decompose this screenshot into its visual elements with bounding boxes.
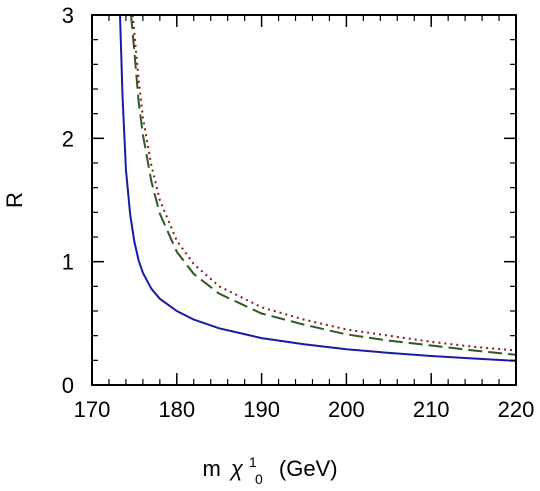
x-axis-label-main: m [202,456,220,481]
curves-group [119,15,516,362]
y-tick-label: 3 [62,3,74,28]
y-tick-label: 0 [62,373,74,398]
x-axis-label-sup: 1 [249,454,257,470]
x-axis-label-symbol: χ [229,456,244,481]
plot-frame [91,14,517,386]
series-line-solid [119,15,516,362]
x-axis-label: m χ 1 0 (GeV) [202,447,337,489]
y-tick-label: 2 [62,126,74,151]
x-axis-label-sub: 0 [255,471,263,487]
x-tick-label: 200 [328,397,365,422]
x-tick-label: 190 [243,397,280,422]
x-tick-label: 180 [158,397,195,422]
x-tick-label: 220 [498,397,535,422]
x-axis-label-unit: (GeV) [279,456,338,481]
series-line-dotted [131,15,516,352]
y-tick-label: 1 [62,250,74,275]
x-tick-label: 210 [413,397,450,422]
y-axis-label: R [2,192,27,208]
series-line-dashed [130,15,516,356]
x-tick-label: 170 [74,397,111,422]
ticks-group: 170 180 190 200 210 220 0 1 2 3 [62,3,535,422]
